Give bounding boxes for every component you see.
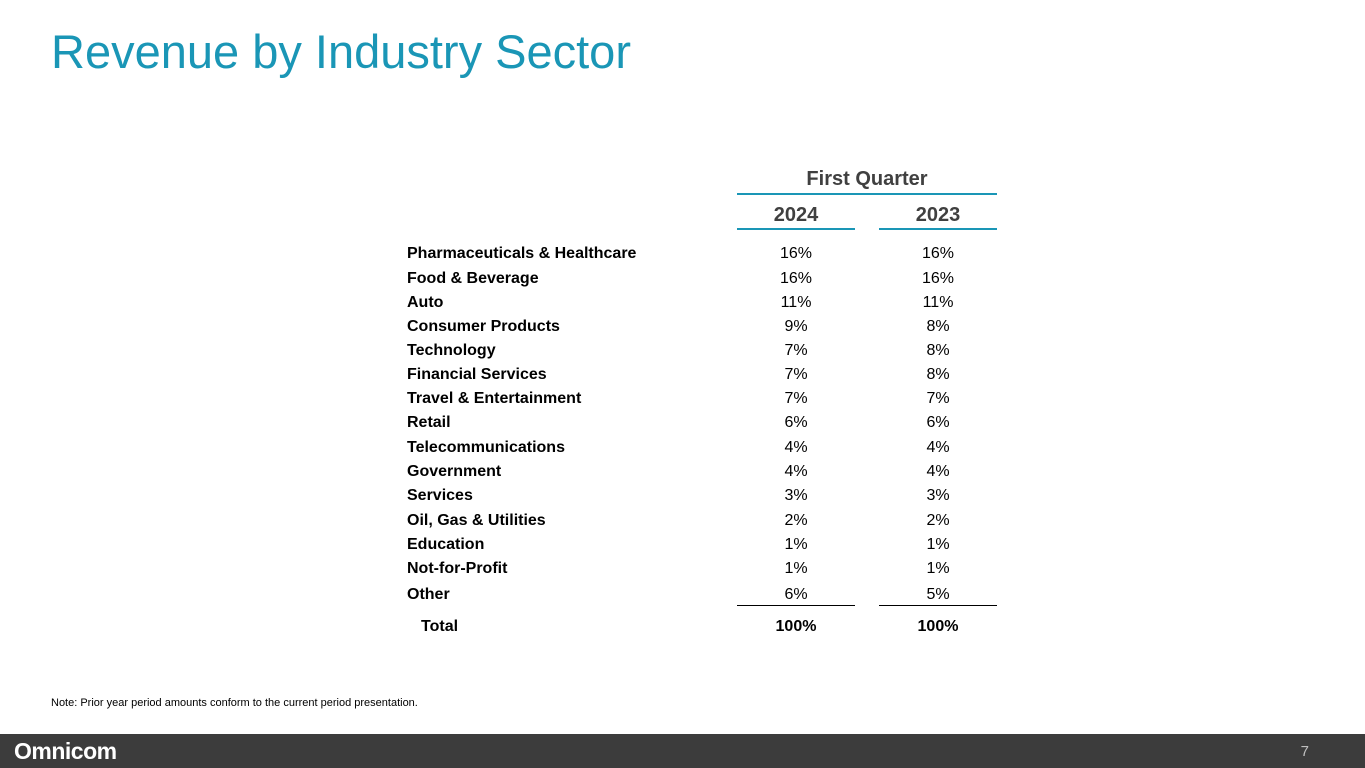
- row-label: Travel & Entertainment: [407, 390, 582, 407]
- value-2024: 7%: [784, 390, 808, 407]
- value-2024: 3%: [784, 487, 808, 504]
- row-label: Education: [407, 536, 485, 553]
- subtotal-rule-2024: [737, 605, 855, 606]
- value-2024: 7%: [784, 366, 808, 383]
- column-header-2023: 2023: [879, 204, 997, 230]
- value-2023: 4%: [926, 439, 950, 456]
- row-label: Other: [407, 586, 450, 603]
- table-row: Government 4% 4%: [0, 463, 1365, 483]
- row-label: Retail: [407, 414, 451, 431]
- table-row: Retail 6% 6%: [0, 414, 1365, 434]
- table-row: Services 3% 3%: [0, 487, 1365, 507]
- value-2023: 8%: [926, 366, 950, 383]
- value-2024: 11%: [780, 294, 812, 311]
- footnote: Note: Prior year period amounts conform …: [51, 697, 418, 709]
- value-2023: 3%: [926, 487, 950, 504]
- row-label: Not-for-Profit: [407, 560, 508, 577]
- table-row: Telecommunications 4% 4%: [0, 439, 1365, 459]
- table-row: Food & Beverage 16% 16%: [0, 270, 1365, 290]
- value-2023: 1%: [926, 560, 950, 577]
- value-2023: 16%: [921, 270, 955, 287]
- value-2024: 2%: [784, 512, 808, 529]
- value-2023: 2%: [926, 512, 950, 529]
- page-title: Revenue by Industry Sector: [51, 25, 631, 78]
- table-row: Education 1% 1%: [0, 536, 1365, 556]
- omnicom-logo: Omnicom: [14, 738, 117, 764]
- value-2023: 7%: [926, 390, 950, 407]
- table-row: Technology 7% 8%: [0, 342, 1365, 362]
- value-2024: 16%: [779, 245, 813, 262]
- footer-bar: Omnicom 7: [0, 734, 1365, 768]
- subtotal-rule-2023: [879, 605, 997, 606]
- value-2023: 6%: [926, 414, 950, 431]
- table-row: Auto 11% 11%: [0, 294, 1365, 314]
- value-2024: 6%: [784, 414, 808, 431]
- row-label: Pharmaceuticals & Healthcare: [407, 245, 637, 262]
- total-row: Total 100% 100%: [0, 618, 1365, 638]
- value-2024: 7%: [784, 342, 808, 359]
- value-2023: 5%: [926, 586, 950, 603]
- row-label: Auto: [407, 294, 444, 311]
- value-2024: 16%: [779, 270, 813, 287]
- total-2024: 100%: [775, 618, 817, 635]
- table-row: Other 6% 5%: [0, 586, 1365, 606]
- value-2024: 4%: [784, 439, 808, 456]
- row-label: Oil, Gas & Utilities: [407, 512, 546, 529]
- value-2023: 4%: [926, 463, 950, 480]
- value-2024: 9%: [784, 318, 808, 335]
- value-2024: 4%: [784, 463, 808, 480]
- value-2024: 6%: [784, 586, 808, 603]
- page-number: 7: [1300, 743, 1309, 760]
- table-row: Financial Services 7% 8%: [0, 366, 1365, 386]
- table-row: Pharmaceuticals & Healthcare 16% 16%: [0, 245, 1365, 265]
- total-label: Total: [421, 618, 459, 635]
- value-2023: 11%: [922, 294, 954, 311]
- row-label: Consumer Products: [407, 318, 560, 335]
- row-label: Telecommunications: [407, 439, 565, 456]
- column-group-header: First Quarter: [737, 168, 997, 195]
- row-label: Technology: [407, 342, 496, 359]
- total-2023: 100%: [917, 618, 959, 635]
- value-2024: 1%: [784, 536, 808, 553]
- row-label: Food & Beverage: [407, 270, 539, 287]
- row-label: Financial Services: [407, 366, 547, 383]
- table-row: Oil, Gas & Utilities 2% 2%: [0, 512, 1365, 532]
- value-2023: 8%: [926, 342, 950, 359]
- table-row: Travel & Entertainment 7% 7%: [0, 390, 1365, 410]
- row-label: Government: [407, 463, 502, 480]
- value-2023: 16%: [921, 245, 955, 262]
- row-label: Services: [407, 487, 473, 504]
- value-2023: 1%: [926, 536, 950, 553]
- table-row: Consumer Products 9% 8%: [0, 318, 1365, 338]
- column-header-2024: 2024: [737, 204, 855, 230]
- table-row: Not-for-Profit 1% 1%: [0, 560, 1365, 580]
- value-2023: 8%: [926, 318, 950, 335]
- value-2024: 1%: [784, 560, 808, 577]
